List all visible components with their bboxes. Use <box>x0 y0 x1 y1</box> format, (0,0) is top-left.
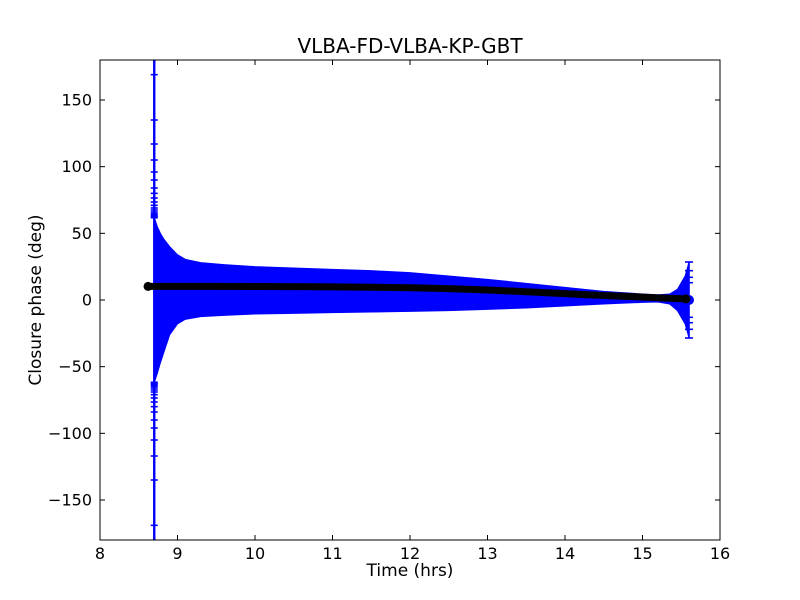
black-right-marker <box>681 294 691 304</box>
plot-area <box>143 60 694 540</box>
y-tick-label: −100 <box>48 424 92 443</box>
y-tick-label: 100 <box>61 157 92 176</box>
x-tick-label: 16 <box>710 544 730 563</box>
black-left-marker <box>143 281 153 291</box>
y-tick-label: −50 <box>58 357 92 376</box>
data-line <box>144 282 690 303</box>
x-tick-label: 8 <box>95 544 105 563</box>
x-tick-label: 12 <box>400 544 420 563</box>
x-tick-label: 10 <box>245 544 265 563</box>
x-axis-label: Time (hrs) <box>366 561 454 581</box>
chart-title: VLBA-FD-VLBA-KP-GBT <box>297 34 523 58</box>
x-tick-label: 13 <box>477 544 497 563</box>
y-tick-label: 50 <box>72 224 92 243</box>
x-tick-label: 14 <box>555 544 575 563</box>
y-tick-label: 0 <box>82 291 92 310</box>
left-spike <box>150 60 158 540</box>
x-tick-label: 15 <box>632 544 652 563</box>
x-tick-label: 11 <box>322 544 342 563</box>
ticks: 8 9 10 11 12 13 14 15 16 −150 −100 −50 0 50 100 150 <box>48 60 730 563</box>
y-tick-label: 150 <box>61 91 92 110</box>
y-axis-label: Closure phase (deg) <box>26 214 46 386</box>
y-tick-label: −150 <box>48 491 92 510</box>
x-tick-label: 9 <box>172 544 182 563</box>
error-envelope <box>153 217 690 383</box>
